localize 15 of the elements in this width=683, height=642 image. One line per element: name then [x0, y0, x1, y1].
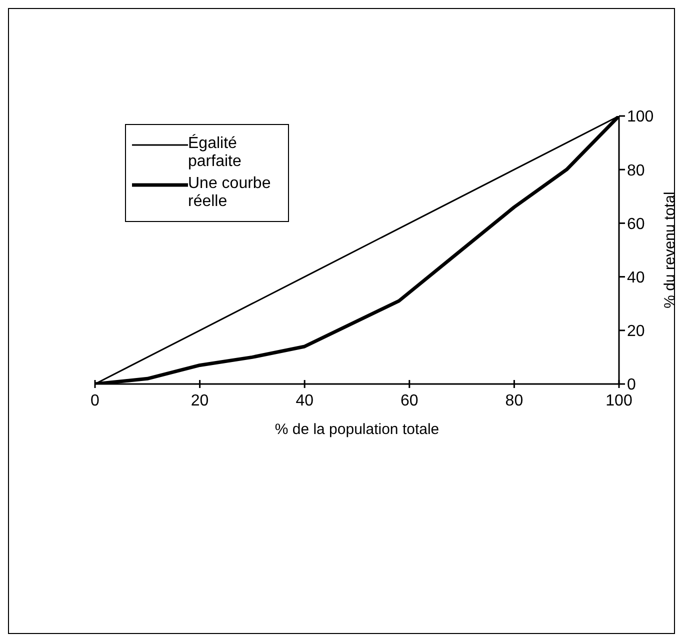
- x-tick-label: 20: [190, 392, 209, 410]
- y-tick-label: 40: [627, 269, 645, 286]
- x-axis-title: % de la population totale: [274, 421, 440, 438]
- y-tick-label: 100: [627, 108, 654, 126]
- x-tick-label: 80: [505, 392, 524, 410]
- y-tick-label: 0: [627, 376, 636, 394]
- y-tick-label: 60: [627, 216, 645, 233]
- x-tick-label: 40: [296, 392, 314, 410]
- x-tick-label: 60: [400, 392, 418, 410]
- y-tick-label: 20: [627, 323, 645, 340]
- x-tick-label: 0: [90, 392, 100, 410]
- x-tick-label: 100: [606, 392, 632, 410]
- legend-label: Égalité parfaite: [188, 135, 242, 171]
- y-tick-label: 80: [627, 162, 645, 180]
- legend-label: Une courbe réelle: [188, 175, 272, 211]
